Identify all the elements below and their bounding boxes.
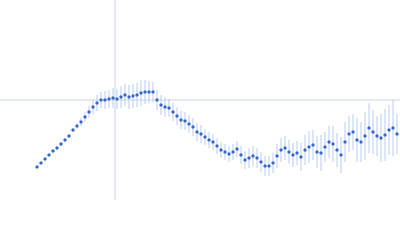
point bbox=[135, 93, 139, 97]
point bbox=[63, 138, 67, 142]
point bbox=[219, 148, 223, 152]
point bbox=[79, 120, 83, 124]
point bbox=[119, 95, 123, 99]
point bbox=[243, 158, 247, 162]
point bbox=[211, 140, 215, 144]
point bbox=[167, 106, 171, 110]
point bbox=[299, 155, 303, 159]
point bbox=[51, 149, 55, 153]
point bbox=[123, 93, 127, 97]
point bbox=[143, 90, 147, 94]
point bbox=[247, 156, 251, 160]
point bbox=[187, 122, 191, 126]
point bbox=[39, 161, 43, 165]
point bbox=[287, 150, 291, 154]
point bbox=[99, 98, 103, 102]
point bbox=[375, 134, 379, 138]
point bbox=[267, 164, 271, 168]
point bbox=[231, 150, 235, 154]
point bbox=[171, 110, 175, 114]
point bbox=[295, 151, 299, 155]
point bbox=[207, 138, 211, 142]
point bbox=[259, 160, 263, 164]
point bbox=[83, 115, 87, 119]
point bbox=[307, 145, 311, 149]
point bbox=[179, 118, 183, 122]
point bbox=[71, 128, 75, 132]
point bbox=[203, 135, 207, 139]
point bbox=[351, 130, 355, 134]
point bbox=[347, 132, 351, 136]
point bbox=[175, 114, 179, 118]
point bbox=[107, 97, 111, 101]
point bbox=[279, 148, 283, 152]
point bbox=[371, 130, 375, 134]
point bbox=[95, 101, 99, 105]
point bbox=[55, 146, 59, 150]
point bbox=[159, 103, 163, 107]
point bbox=[151, 90, 155, 94]
point bbox=[359, 140, 363, 144]
point bbox=[339, 153, 343, 157]
point bbox=[255, 156, 259, 160]
point bbox=[67, 134, 71, 138]
point bbox=[327, 140, 331, 144]
point bbox=[235, 147, 239, 151]
point bbox=[263, 164, 267, 168]
point bbox=[239, 153, 243, 157]
point bbox=[163, 105, 167, 109]
point bbox=[43, 157, 47, 161]
point bbox=[139, 91, 143, 95]
point bbox=[59, 142, 63, 146]
point bbox=[275, 154, 279, 158]
point bbox=[311, 143, 315, 147]
point bbox=[383, 133, 387, 137]
point bbox=[343, 140, 347, 144]
point bbox=[331, 142, 335, 146]
point bbox=[127, 95, 131, 99]
point bbox=[223, 150, 227, 154]
point bbox=[199, 132, 203, 136]
point bbox=[147, 90, 151, 94]
point bbox=[387, 128, 391, 132]
point bbox=[131, 94, 135, 98]
chart bbox=[0, 0, 400, 200]
point bbox=[395, 132, 399, 136]
point bbox=[315, 150, 319, 154]
point bbox=[291, 153, 295, 157]
point bbox=[103, 98, 107, 102]
page: (() => { const data = JSON.parse(documen… bbox=[0, 0, 400, 200]
point bbox=[379, 136, 383, 140]
point bbox=[155, 98, 159, 102]
point bbox=[191, 125, 195, 129]
point bbox=[227, 152, 231, 156]
point bbox=[115, 97, 119, 101]
point bbox=[363, 134, 367, 138]
point bbox=[195, 130, 199, 134]
point bbox=[335, 148, 339, 152]
point bbox=[47, 153, 51, 157]
point bbox=[323, 145, 327, 149]
point bbox=[87, 110, 91, 114]
point bbox=[215, 144, 219, 148]
point bbox=[75, 124, 79, 128]
point bbox=[111, 96, 115, 100]
point bbox=[35, 165, 39, 169]
point bbox=[391, 126, 395, 130]
point bbox=[251, 154, 255, 158]
point bbox=[271, 161, 275, 165]
point bbox=[183, 119, 187, 123]
point bbox=[319, 151, 323, 155]
point bbox=[283, 146, 287, 150]
point bbox=[303, 148, 307, 152]
point bbox=[91, 105, 95, 109]
point bbox=[355, 138, 359, 142]
point bbox=[367, 126, 371, 130]
